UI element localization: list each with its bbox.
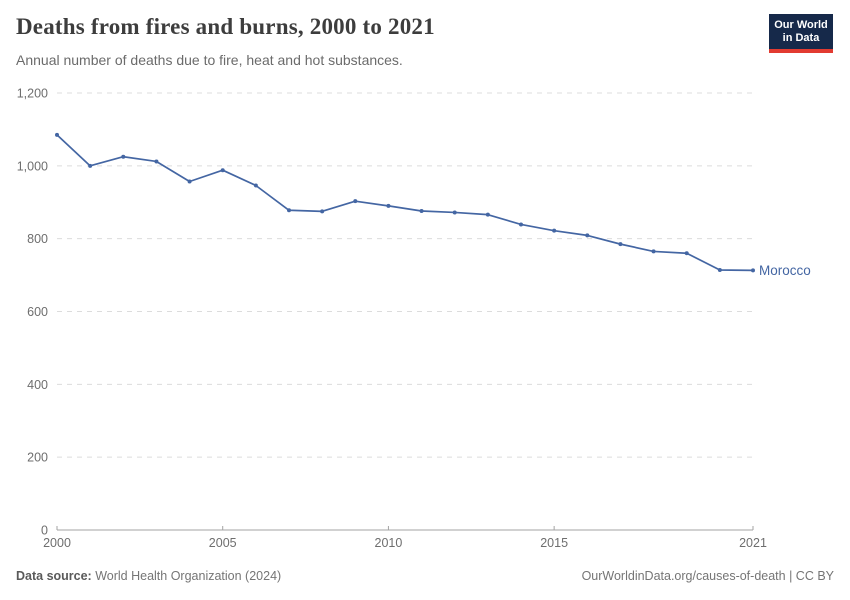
data-point[interactable] [287, 208, 291, 213]
owid-logo-line2: in Data [782, 32, 820, 44]
data-point[interactable] [121, 154, 126, 159]
y-axis-tick-label: 600 [27, 305, 48, 319]
page-title: Deaths from fires and burns, 2000 to 202… [16, 14, 435, 39]
owid-logo-line1: Our World [774, 19, 828, 31]
y-axis-tick-label: 800 [27, 232, 48, 246]
x-axis-tick-label: 2010 [375, 536, 403, 550]
citation-link[interactable]: OurWorldinData.org/causes-of-death | CC … [581, 569, 834, 583]
data-point[interactable] [485, 212, 490, 217]
data-point[interactable] [253, 183, 258, 188]
data-point[interactable] [320, 209, 325, 214]
series-line[interactable] [56, 134, 754, 272]
data-point[interactable] [751, 268, 755, 273]
data-point[interactable] [353, 199, 358, 204]
data-point[interactable] [187, 179, 192, 184]
x-axis-tick-label: 2000 [43, 536, 71, 550]
data-point[interactable] [717, 267, 722, 272]
data-point[interactable] [88, 163, 93, 168]
data-point[interactable] [519, 222, 523, 227]
y-axis-tick-label: 400 [27, 378, 48, 392]
x-axis-tick-label: 2015 [540, 536, 568, 550]
data-point[interactable] [552, 228, 557, 233]
data-point[interactable] [419, 208, 424, 213]
data-point[interactable] [585, 233, 590, 238]
data-point[interactable] [651, 249, 656, 254]
y-axis-tick-label: 200 [27, 451, 48, 465]
series-end-label[interactable]: Morocco [759, 263, 811, 278]
data-source-value: World Health Organization (2024) [91, 569, 282, 583]
y-axis-tick-label: 1,000 [17, 159, 48, 173]
data-source: Data source: World Health Organization (… [16, 569, 281, 583]
data-point[interactable] [220, 168, 225, 173]
data-point[interactable] [452, 210, 457, 215]
x-axis-tick-label: 2021 [739, 536, 767, 550]
data-point[interactable] [684, 251, 689, 256]
data-point[interactable] [618, 242, 623, 247]
page-subtitle: Annual number of deaths due to fire, hea… [16, 52, 403, 68]
data-point[interactable] [386, 203, 391, 208]
x-axis-tick-label: 2005 [209, 536, 237, 550]
data-source-label: Data source: [16, 569, 92, 583]
data-point[interactable] [55, 132, 59, 137]
data-point[interactable] [154, 159, 159, 164]
y-axis-tick-label: 1,200 [17, 87, 48, 101]
y-axis-tick-label: 0 [41, 524, 48, 538]
owid-logo[interactable]: Our World in Data [769, 14, 833, 53]
